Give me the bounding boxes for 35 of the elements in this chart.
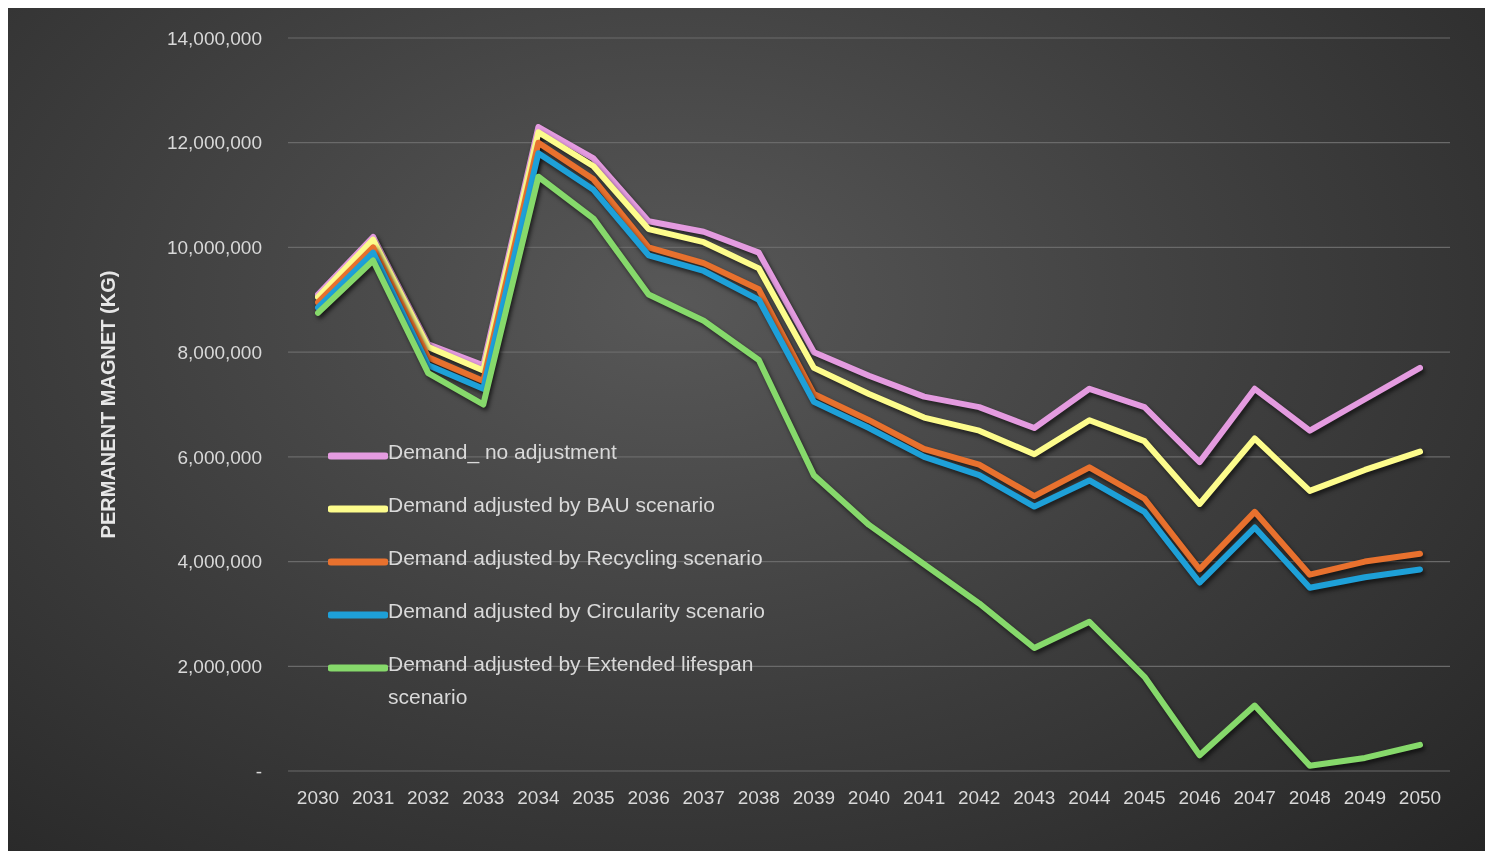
legend-label: Demand adjusted by Circularity scenario <box>388 598 766 624</box>
x-tick-label: 2050 <box>1398 787 1442 809</box>
x-tick-label: 2042 <box>958 787 1001 809</box>
x-tick-label: 2046 <box>1178 787 1221 809</box>
x-tick-label: 2041 <box>902 787 946 809</box>
y-tick-label: - <box>255 760 262 782</box>
y-tick-label: 10,000,000 <box>166 237 262 259</box>
x-tick-label: 2034 <box>517 787 560 809</box>
y-tick-label: 6,000,000 <box>177 446 262 468</box>
x-tick-label: 2043 <box>1013 787 1056 809</box>
x-tick-label: 2030 <box>296 787 340 809</box>
x-tick-label: 2039 <box>792 787 836 809</box>
legend-label: Demand_ no adjustment <box>388 439 618 466</box>
x-tick-label: 2049 <box>1343 787 1387 809</box>
x-tick-label: 2035 <box>572 787 615 809</box>
legend-label: Demand adjusted by Extended lifespan scenario <box>388 651 755 710</box>
x-tick-label: 2031 <box>351 787 395 809</box>
x-tick-label: 2037 <box>682 787 725 809</box>
x-tick-label: 2044 <box>1068 787 1111 809</box>
legend-label: Demand adjusted by Recycling scenario <box>388 545 764 571</box>
y-tick-label: 2,000,000 <box>177 656 262 678</box>
x-tick-label: 2040 <box>847 787 891 809</box>
y-axis-title: PERMANENT MAGNET (KG) <box>97 270 120 539</box>
y-tick-label: 14,000,000 <box>166 27 262 49</box>
x-tick-label: 2045 <box>1123 787 1166 809</box>
x-tick-label: 2047 <box>1233 787 1276 809</box>
x-tick-label: 2048 <box>1288 787 1331 809</box>
x-tick-label: 2032 <box>407 787 450 809</box>
y-tick-label: 12,000,000 <box>166 132 262 154</box>
legend-label: Demand adjusted by BAU scenario <box>388 492 716 518</box>
x-tick-label: 2038 <box>737 787 780 809</box>
y-tick-label: 8,000,000 <box>177 341 262 363</box>
x-tick-label: 2033 <box>462 787 505 809</box>
y-tick-label: 4,000,000 <box>177 551 262 573</box>
x-tick-label: 2036 <box>627 787 670 809</box>
